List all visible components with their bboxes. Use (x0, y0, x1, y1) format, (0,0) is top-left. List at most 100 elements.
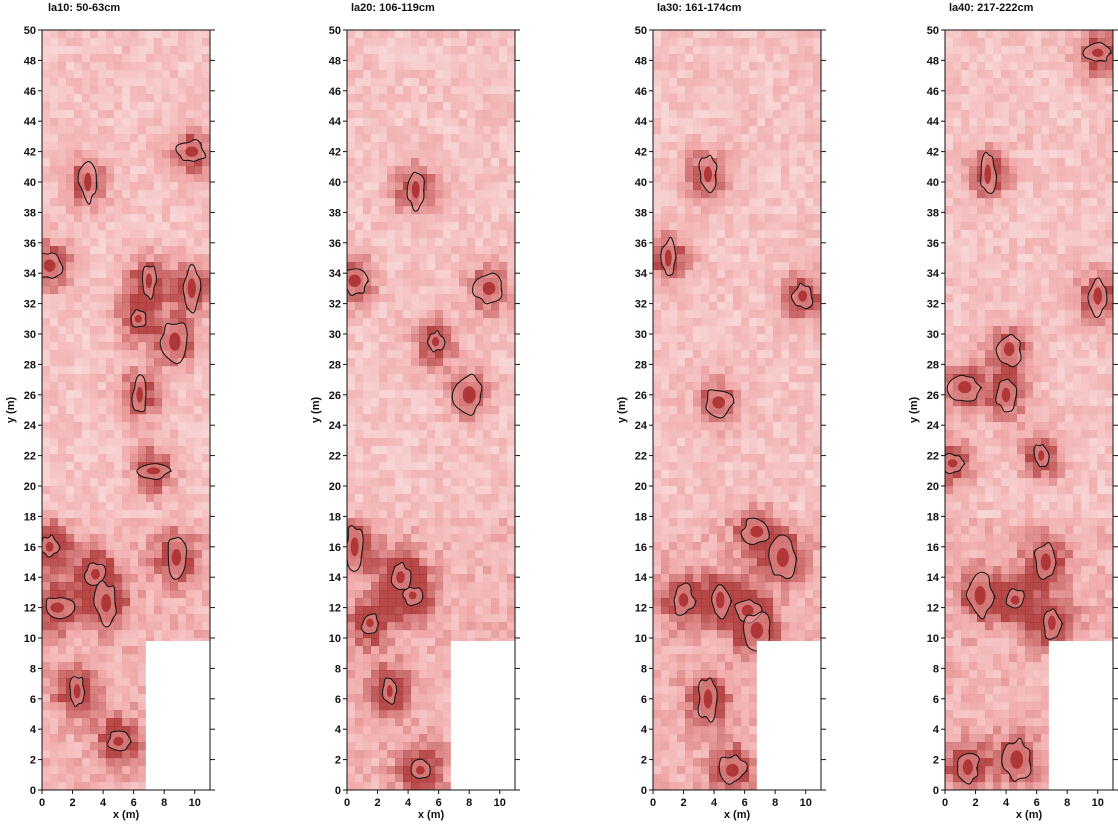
heatmap-cell (50, 142, 59, 151)
heatmap-cell (443, 334, 452, 343)
heatmap-cell (443, 622, 452, 631)
heatmap-cell (749, 254, 758, 263)
heatmap-cell (355, 750, 364, 759)
heatmap-cell (90, 46, 99, 55)
heatmap-cell (451, 126, 460, 135)
heatmap-cell (475, 46, 484, 55)
heatmap-cell (395, 438, 404, 447)
heatmap-cell (427, 174, 436, 183)
heatmap-cell (371, 542, 380, 551)
heatmap-cell (130, 86, 139, 95)
heatmap-cell (387, 334, 396, 343)
heatmap-cell (106, 678, 115, 687)
heatmap-cell (451, 598, 460, 607)
heatmap-cell (122, 70, 131, 79)
heatmap-cell (435, 150, 444, 159)
heatmap-cell (403, 110, 412, 119)
heatmap-cell (757, 198, 766, 207)
heatmap-cell (459, 206, 468, 215)
heatmap-cell (371, 686, 380, 695)
heatmap-cell (146, 598, 155, 607)
x-tick-label: 4 (100, 797, 107, 809)
heatmap-cell (507, 222, 515, 231)
heatmap-cell (106, 94, 115, 103)
heatmap-cell (749, 294, 758, 303)
heatmap-cell (202, 238, 210, 247)
heatmap-cell (194, 246, 203, 255)
heatmap-cell (186, 54, 195, 63)
heatmap-cell (355, 398, 364, 407)
heatmap-cell (427, 486, 436, 495)
heatmap-cell (58, 694, 67, 703)
heatmap-cell (130, 422, 139, 431)
heatmap-cell (451, 78, 460, 87)
heatmap-cell (797, 126, 806, 135)
heatmap-cell (443, 214, 452, 223)
heatmap-cell (467, 534, 476, 543)
heatmap-cell (669, 62, 678, 71)
heatmap-cell (693, 246, 702, 255)
heatmap-cell (58, 182, 67, 191)
heatmap-cell (138, 446, 147, 455)
heatmap-cell (371, 350, 380, 359)
heatmap-cell (781, 254, 790, 263)
heatmap-cell (363, 558, 372, 567)
heatmap-cell (371, 694, 380, 703)
heatmap-cell (427, 478, 436, 487)
heatmap-cell (82, 398, 91, 407)
heatmap-cell (363, 638, 372, 647)
heatmap-cell (146, 198, 155, 207)
heatmap-cell (50, 382, 59, 391)
panel-title: la10: 50-63cm (48, 2, 121, 14)
heatmap-cell (733, 286, 742, 295)
heatmap-cell (347, 334, 356, 343)
heatmap-cell (82, 294, 91, 303)
heatmap-cell (459, 486, 468, 495)
heatmap-cell (202, 534, 210, 543)
heatmap-cell (411, 566, 420, 575)
heatmap-cell (451, 630, 460, 639)
heatmap-cell (106, 294, 115, 303)
heatmap-cell (371, 230, 380, 239)
heatmap-cell (194, 382, 203, 391)
heatmap-cell (42, 198, 51, 207)
heatmap-cell (395, 310, 404, 319)
heatmap-cell (186, 550, 195, 559)
heatmap-cell (427, 166, 436, 175)
y-tick-label: 48 (24, 55, 36, 67)
heatmap-cell (66, 278, 75, 287)
heatmap-cell (403, 326, 412, 335)
heatmap-cell (443, 110, 452, 119)
heatmap-cell (138, 294, 147, 303)
heatmap-cell (435, 374, 444, 383)
heatmap-cell (138, 710, 147, 719)
heatmap-cell (162, 382, 171, 391)
heatmap-cell (122, 550, 131, 559)
heatmap-cell (90, 406, 99, 415)
y-tick-label: 22 (329, 451, 341, 463)
heatmap-cell (154, 366, 163, 375)
heatmap-cell (427, 670, 436, 679)
heatmap-cell (122, 198, 131, 207)
y-tick-label: 8 (30, 663, 36, 675)
heatmap-cell (178, 190, 187, 199)
heatmap-cell (186, 598, 195, 607)
heatmap-cell (443, 398, 452, 407)
heatmap-cell (50, 38, 59, 47)
heatmap-cell (379, 302, 388, 311)
heatmap-cell (395, 38, 404, 47)
heatmap-cell (162, 38, 171, 47)
heatmap-cell (154, 422, 163, 431)
heatmap-cell (170, 182, 179, 191)
heatmap-cell (499, 254, 508, 263)
x-tick-label: 4 (405, 797, 412, 809)
heatmap-cell (130, 358, 139, 367)
heatmap-cell (371, 534, 380, 543)
y-tick-label: 0 (30, 785, 36, 797)
heatmap-cell (669, 214, 678, 223)
heatmap-cell (395, 478, 404, 487)
heatmap-cell (202, 406, 210, 415)
heatmap-cell (122, 166, 131, 175)
anomaly-core (366, 618, 374, 628)
heatmap-cell (483, 542, 492, 551)
